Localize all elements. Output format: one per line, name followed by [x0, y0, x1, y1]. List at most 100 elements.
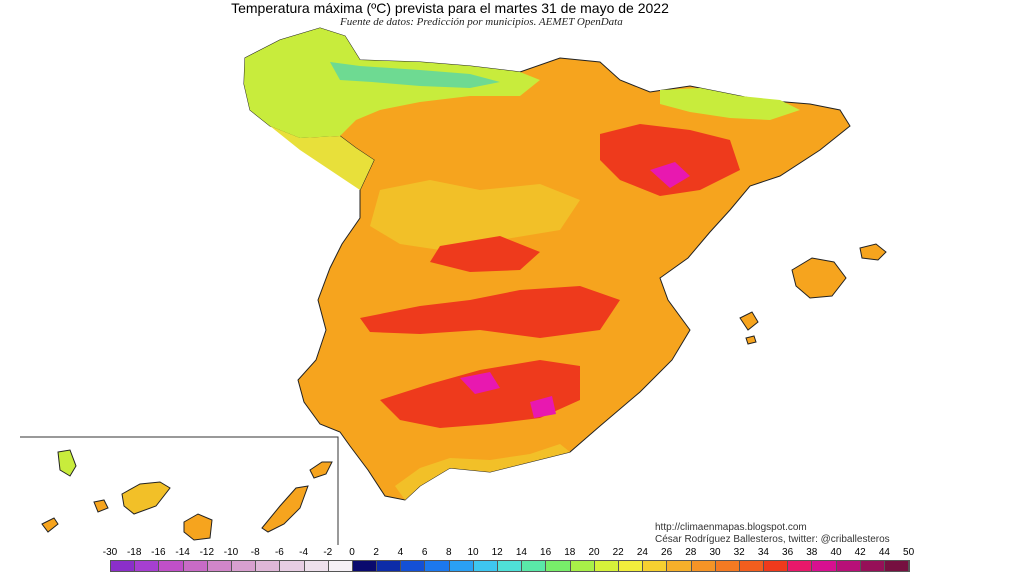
fuerteventura-island [261, 485, 309, 533]
legend-tick-label: -14 [175, 547, 190, 558]
legend-tick-label: 42 [854, 547, 866, 558]
legend-tick-label: -12 [199, 547, 215, 558]
pyrenees-zone [660, 88, 800, 120]
map-subtitle: Fuente de datos: Predicción por municipi… [340, 16, 623, 28]
legend-tick-label: 32 [733, 547, 745, 558]
legend-swatch [643, 561, 668, 571]
legend-tick-label: 30 [709, 547, 721, 558]
legend-swatch [425, 561, 450, 571]
guadalquivir-hot-zone [380, 360, 580, 428]
map-title: Temperatura máxima (ºC) prevista para el… [231, 0, 669, 16]
legend-swatch [207, 561, 232, 571]
legend-swatch [739, 561, 765, 571]
legend-swatch [522, 561, 547, 571]
la-gomera-island [93, 499, 109, 513]
tajo-hot-zone [430, 236, 540, 272]
el-hierro-island [41, 517, 59, 533]
legend-swatch [498, 561, 523, 571]
galicia-mild-zone [270, 126, 374, 190]
canary-inset-frame [20, 436, 339, 545]
legend-swatch [860, 561, 885, 571]
legend-swatch [788, 561, 813, 571]
legend-swatch [231, 561, 257, 571]
guadiana-hot-zone [360, 286, 620, 338]
meseta-mild-zone [370, 180, 580, 250]
legend-tick-label: -6 [274, 547, 284, 558]
legend-swatch [764, 561, 789, 571]
legend-swatch [667, 561, 692, 571]
south-coast-mild-zone [395, 444, 570, 500]
legend-swatch [256, 561, 281, 571]
legend-tick-label: 14 [515, 547, 527, 558]
legend-swatch [111, 561, 136, 571]
ebro-hot-zone [600, 124, 740, 196]
credits-author: César Rodríguez Ballesteros, twitter: @c… [655, 534, 890, 545]
legend-swatch [885, 561, 910, 571]
legend-tick-label: 16 [540, 547, 552, 558]
jaen-extreme-zone [530, 396, 556, 418]
ebro-extreme-zone [650, 162, 690, 188]
color-legend: -30 -18 -16 -14 -12 -10 -8 -6 -4 -2 0 2 4 6 8 10 12 14 16 1… [100, 547, 915, 575]
legend-tick-label: -18 [126, 547, 142, 558]
legend-tick-label: 24 [636, 547, 648, 558]
legend-tick-label: 0 [349, 547, 355, 558]
la-palma-island [57, 449, 77, 477]
legend-tick-label: 8 [446, 547, 452, 558]
legend-swatch [691, 561, 716, 571]
legend-tick-label: 38 [806, 547, 818, 558]
tenerife-island [121, 481, 171, 515]
legend-tick-label: 12 [491, 547, 503, 558]
legend-tick-label: 10 [467, 547, 479, 558]
legend-swatch [836, 561, 861, 571]
legend-tick-label: 40 [830, 547, 842, 558]
legend-ticks: -30 -18 -16 -14 -12 -10 -8 -6 -4 -2 0 2 4 6 8 10 12 14 16 1… [100, 547, 915, 559]
legend-tick-label: 34 [757, 547, 769, 558]
legend-tick-label: -8 [250, 547, 260, 558]
legend-swatch [473, 561, 498, 571]
lanzarote-island [309, 461, 333, 479]
legend-swatch [135, 561, 160, 571]
legend-color-bar [110, 560, 911, 572]
legend-swatch [570, 561, 595, 571]
legend-swatch [352, 561, 378, 571]
legend-tick-label: -30 [102, 547, 118, 558]
credits-url: http://climaenmapas.blogspot.com [655, 522, 807, 533]
legend-tick-label: -2 [323, 547, 333, 558]
legend-swatch [328, 561, 353, 571]
legend-tick-label: 18 [564, 547, 576, 558]
cantabrian-cold-zone [330, 62, 500, 88]
legend-tick-label: 36 [782, 547, 794, 558]
legend-tick-label: -4 [299, 547, 309, 558]
legend-tick-label: 26 [661, 547, 673, 558]
legend-tick-label: -10 [223, 547, 239, 558]
legend-swatch [715, 561, 740, 571]
legend-tick-label: 44 [878, 547, 890, 558]
legend-tick-label: 6 [421, 547, 428, 558]
legend-swatch [377, 561, 402, 571]
legend-swatch [304, 561, 329, 571]
menorca-island [859, 243, 887, 261]
temperature-map [20, 27, 887, 545]
legend-swatch [618, 561, 644, 571]
legend-swatch [280, 561, 305, 571]
legend-swatch [812, 561, 837, 571]
credits: http://climaenmapas.blogspot.com César R… [655, 522, 890, 546]
mallorca-island [791, 257, 847, 299]
legend-tick-label: -16 [151, 547, 166, 558]
legend-tick-label: 28 [685, 547, 697, 558]
legend-tick-label: 50 [903, 547, 915, 558]
legend-swatch [183, 561, 208, 571]
legend-swatch [401, 561, 426, 571]
guadalquivir-extreme-zone [460, 372, 500, 394]
legend-swatch [594, 561, 619, 571]
legend-tick-label: 4 [397, 547, 404, 558]
legend-swatch [546, 561, 571, 571]
formentera-island [745, 335, 757, 345]
legend-tick-label: 20 [588, 547, 600, 558]
ibiza-island [739, 311, 759, 331]
legend-swatch [159, 561, 184, 571]
legend-tick-label: 22 [612, 547, 624, 558]
legend-tick-label: 2 [373, 547, 379, 558]
gran-canaria-island [183, 513, 213, 541]
legend-swatch [449, 561, 474, 571]
